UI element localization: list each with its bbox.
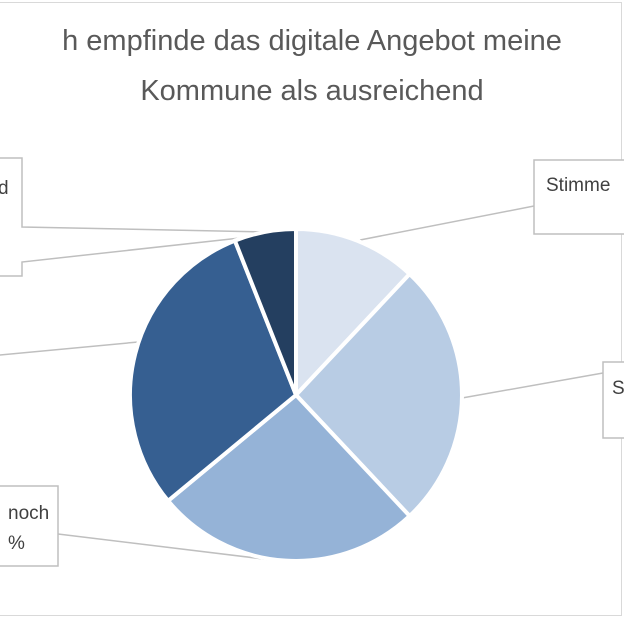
chart-title: h empfinde das digitale Angebot meine Ko… [0,16,624,116]
pie-slices [128,227,464,563]
callout-box-noch [0,485,59,567]
slice-label-line: d [0,178,9,199]
slice-label-s: S [612,378,624,399]
callouts: Stimme S noch% d [0,157,624,567]
pie-slice-1 [294,271,464,519]
leader-line-s [461,372,604,399]
slice-label-line: S [612,378,624,399]
chart-title-line-2: Kommune als ausreichend [140,75,484,107]
pie-slice-3 [128,238,298,503]
chart-title-line-1: h empfinde das digitale Angebot meine [62,25,562,57]
pie-slice-0 [294,227,412,397]
leader-line-noch [57,533,273,561]
leader-line-d [0,157,266,233]
slice-label-line: Stimme [546,175,610,196]
pie-slice-4 [232,227,298,397]
leader-line-left [0,341,139,356]
slice-label-line: noch [8,503,49,524]
pie-slice-2 [166,393,412,563]
callout-box-s [602,361,624,439]
callout-box-stimme [533,159,624,235]
leader-line-d-lower [0,237,241,277]
slice-label-noch: noch% [8,503,49,554]
leader-line-stimme [359,205,535,241]
slice-label-stimme: Stimme [546,175,610,196]
slice-label-d: d [0,178,9,199]
slice-label-line: % [8,533,25,554]
